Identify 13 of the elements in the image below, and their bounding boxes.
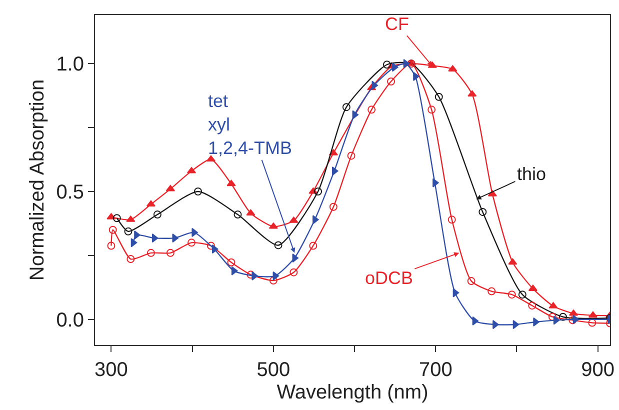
y-axis-title: Normalized Absorption	[26, 79, 49, 281]
x-tick-label: 500	[256, 359, 290, 381]
y-tick-label: 0.0	[56, 309, 84, 332]
x-tick-label: 900	[581, 359, 615, 381]
x-tick-label: 300	[94, 359, 128, 381]
annotation: CF	[385, 14, 409, 34]
y-tick-label: 1.0	[56, 54, 84, 76]
annotation: tet xyl 1,2,4-TMB	[208, 91, 292, 158]
annotation: thio	[517, 164, 546, 184]
x-tick-label: 700	[418, 359, 452, 381]
annotation: oDCB	[365, 268, 414, 288]
x-axis-title: Wavelength (nm)	[276, 382, 428, 404]
y-tick-label: 0.5	[56, 182, 84, 204]
